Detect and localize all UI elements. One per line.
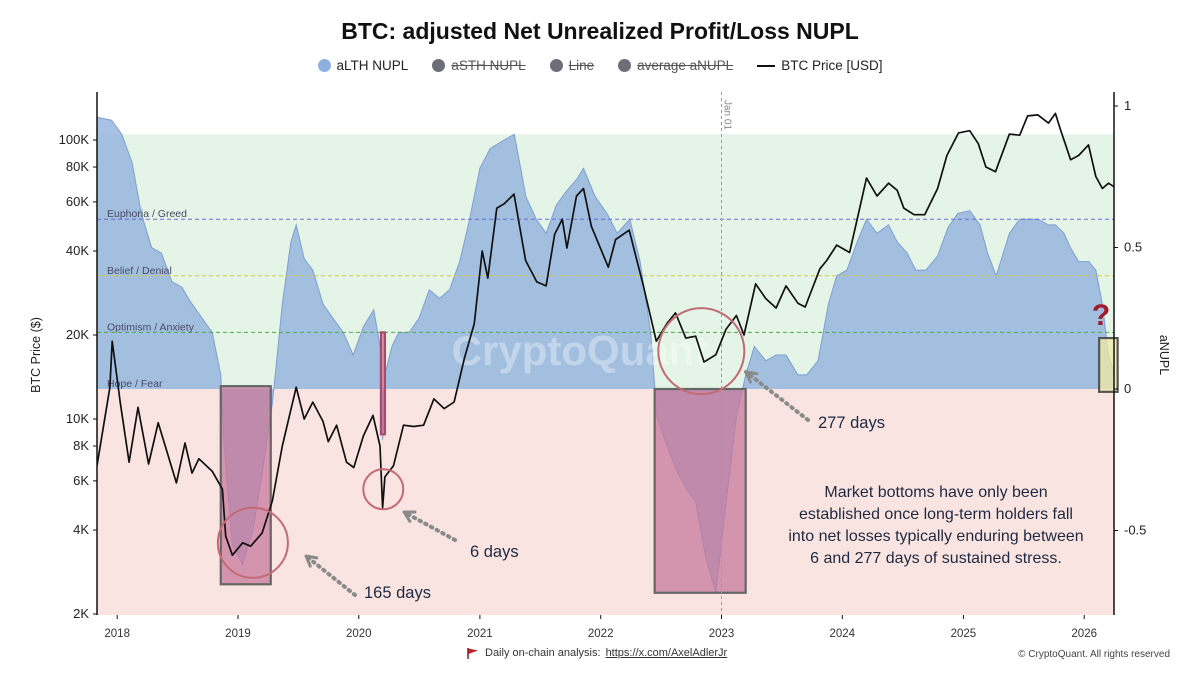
zone-lines: Euphoria / Greed Belief / Denial Optimism … [97, 208, 1114, 390]
x-tick-label: 2020 [346, 628, 372, 640]
legend-item[interactable]: Line [549, 58, 595, 73]
chart-legend: aLTH NUPL aSTH NUPL Line average aNUPL BTC P… [0, 58, 1200, 73]
left-tick-label: 4K [73, 522, 89, 537]
legend-item[interactable]: aLTH NUPL [317, 58, 409, 73]
legend-label: aLTH NUPL [336, 58, 409, 73]
jan-marker-label: Jan 01 [721, 100, 732, 130]
btc-price-line [97, 112, 1114, 557]
right-tick-label: 0.5 [1124, 240, 1142, 255]
arrow-165-days [304, 554, 357, 597]
zone-label: Optimism / Anxiety [107, 321, 195, 333]
bottom-circle [216, 506, 289, 579]
arrow-6-days-head [402, 510, 417, 523]
note-line: into net losses typically enduring betwe… [788, 528, 1083, 545]
arrow-277-days-head [744, 370, 759, 384]
note-line: 6 and 277 days of sustained stress. [810, 550, 1062, 567]
legend-swatch [757, 64, 776, 67]
legend-label: BTC Price [USD] [781, 58, 883, 73]
x-tick-label: 2019 [225, 628, 251, 640]
x-tick-label: 2021 [467, 628, 493, 640]
left-tick-label: 60K [66, 194, 89, 209]
legend-swatch [549, 59, 563, 72]
arrow-277-days [744, 370, 810, 422]
left-tick-label: 6K [73, 473, 89, 488]
left-tick-label: 80K [66, 159, 89, 174]
arrow-165-days-head [304, 554, 319, 568]
left-axis-title: BTC Price ($) [29, 317, 43, 393]
legend-item[interactable]: average aNUPL [618, 58, 733, 73]
axes: 100K 80K 60K 40K 20K 10K 8K 6K 4K 2K 1 0.5 0 -0.5 BTC … [29, 92, 1171, 640]
left-tick-label: 10K [66, 411, 89, 426]
copyright: © CryptoQuant. All rights reserved [1018, 649, 1170, 660]
note-line: established once long-term holders fall [799, 506, 1073, 523]
date-marker: Jan 01 [720, 92, 732, 615]
left-tick-label: 2K [73, 606, 89, 621]
highlight-box [379, 331, 387, 436]
legend-label: average aNUPL [637, 58, 734, 73]
right-tick-label: 1 [1124, 98, 1131, 113]
label-6-days: 6 days [470, 543, 519, 561]
highlight-box [1098, 336, 1119, 393]
right-axis-title: aNUPL [1157, 335, 1171, 375]
right-tick-label: 0 [1124, 381, 1131, 396]
left-tick-label: 40K [66, 243, 89, 258]
watermark: CryptoQuant [452, 327, 709, 374]
legend-swatch [317, 59, 331, 72]
left-tick-label: 100K [59, 132, 90, 147]
annotations: 165 days 6 days 277 days? Market bottoms ha… [304, 299, 1110, 602]
note-line: Market bottoms have only been [824, 484, 1047, 501]
bottom-circle [657, 307, 746, 396]
zone-label: Hope / Fear [107, 378, 163, 390]
bottom-circles [216, 307, 746, 579]
x-tick-label: 2023 [709, 628, 735, 640]
highlight-box [219, 385, 272, 586]
label-277-days: 277 days [818, 414, 885, 432]
arrow-6-days [402, 510, 457, 542]
label-165-days: 165 days [364, 584, 431, 602]
legend-item[interactable]: aSTH NUPL [432, 58, 526, 73]
legend-swatch [432, 59, 446, 72]
question-mark: ? [1092, 299, 1110, 332]
left-tick-label: 8K [73, 438, 89, 453]
watermark-text: CryptoQuant [452, 327, 709, 374]
legend-label: Line [568, 58, 595, 73]
highlight-box [653, 387, 747, 594]
right-tick-label: -0.5 [1124, 523, 1146, 538]
zone-label: Euphoria / Greed [107, 208, 187, 220]
x-tick-label: 2025 [951, 628, 977, 640]
x-tick-label: 2018 [104, 628, 130, 640]
legend-label: aSTH NUPL [451, 58, 526, 73]
btc-price-path [97, 112, 1114, 557]
x-tick-label: 2022 [588, 628, 614, 640]
bottom-circle [362, 468, 405, 511]
footer-label: Daily on-chain analysis: [485, 647, 601, 659]
left-tick-label: 20K [66, 327, 89, 342]
flag-icon [467, 648, 478, 659]
zone-label: Belief / Denial [107, 265, 172, 277]
chart-title: BTC: adjusted Net Unrealized Profit/Loss… [341, 18, 859, 44]
legend-swatch [618, 59, 632, 72]
legend-item[interactable]: BTC Price [USD] [757, 58, 882, 73]
x-tick-label: 2024 [829, 628, 855, 640]
x-tick-label: 2026 [1071, 628, 1097, 640]
footer-link[interactable]: https://x.com/AxelAdlerJr [605, 647, 728, 659]
footer-analysis: Daily on-chain analysis: https://x.com/A… [466, 647, 727, 659]
